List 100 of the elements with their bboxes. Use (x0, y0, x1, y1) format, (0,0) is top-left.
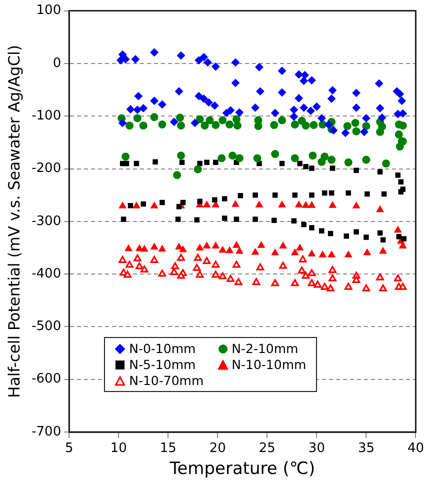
point (150, 113, 158, 122)
point (346, 190, 352, 196)
point (197, 198, 202, 204)
point (291, 248, 299, 256)
point (179, 246, 187, 252)
point (290, 120, 299, 129)
point (234, 216, 240, 222)
point (364, 234, 369, 240)
point (122, 152, 130, 161)
point (354, 168, 359, 173)
point (232, 260, 240, 268)
point (290, 279, 299, 286)
point (278, 200, 286, 208)
point (194, 217, 200, 222)
point (314, 280, 322, 288)
point (200, 122, 209, 130)
point (252, 216, 258, 222)
y-tick-label: -500 (32, 319, 62, 334)
point (380, 237, 386, 242)
legend-label: N-2-10mm (232, 341, 298, 356)
point (158, 245, 166, 252)
point (175, 243, 183, 250)
point (330, 166, 336, 171)
point (226, 246, 234, 254)
point (177, 152, 186, 160)
point (232, 242, 240, 248)
point (271, 248, 279, 256)
point (395, 172, 401, 178)
point (203, 200, 210, 208)
point (376, 273, 384, 280)
point (271, 150, 280, 158)
point (319, 228, 324, 234)
point (132, 202, 140, 208)
point (309, 225, 314, 230)
x-tick-label: 35 (358, 441, 374, 456)
point (328, 202, 336, 208)
point (328, 156, 336, 164)
y-tick-label: -300 (32, 214, 62, 229)
point (234, 278, 242, 286)
point (377, 169, 383, 175)
point (271, 279, 280, 286)
point (308, 269, 316, 276)
point (203, 242, 210, 248)
point (212, 197, 218, 202)
point (134, 254, 142, 262)
point (295, 200, 302, 208)
point (139, 122, 148, 130)
point (364, 191, 370, 197)
point (344, 158, 352, 166)
point (206, 116, 214, 124)
point (252, 248, 259, 255)
point (292, 192, 298, 198)
x-axis-title: Temperature (℃) (168, 459, 316, 480)
point (322, 190, 328, 196)
point (197, 160, 202, 166)
y-tick-label: -600 (32, 372, 62, 387)
point (302, 202, 310, 208)
point (254, 122, 262, 130)
point (233, 122, 242, 130)
point (140, 245, 148, 252)
point (279, 262, 287, 269)
point (124, 244, 132, 252)
point (362, 122, 370, 130)
point (309, 192, 314, 198)
point (134, 160, 140, 166)
point (296, 244, 304, 251)
point (279, 160, 285, 166)
point (222, 216, 228, 221)
point (160, 200, 165, 206)
point (152, 159, 158, 165)
point (177, 272, 185, 279)
point (177, 122, 186, 130)
point (252, 278, 260, 286)
point (222, 196, 228, 202)
point (226, 120, 234, 129)
point (228, 152, 237, 160)
x-tick-label: 5 (64, 441, 74, 456)
point (320, 282, 329, 290)
point (310, 121, 318, 130)
y-axis-title: Half-cell Potential (mV v.s. Seawater Ag/AgCl) (5, 44, 24, 398)
point (279, 242, 287, 248)
y-tick-label: 0 (52, 56, 62, 71)
point (364, 248, 371, 256)
point (291, 218, 297, 224)
point (235, 154, 244, 162)
point (196, 244, 204, 251)
point (319, 250, 326, 258)
point (218, 116, 227, 124)
point (256, 160, 262, 166)
point (401, 236, 406, 242)
point (298, 255, 307, 262)
point (354, 229, 359, 235)
point (278, 116, 286, 124)
point (328, 250, 336, 258)
legend-label: N-10-70mm (129, 373, 204, 388)
point (309, 166, 314, 171)
legend-label: N-10-10mm (232, 357, 306, 372)
point (271, 218, 277, 223)
point (256, 263, 264, 270)
point (379, 284, 387, 292)
